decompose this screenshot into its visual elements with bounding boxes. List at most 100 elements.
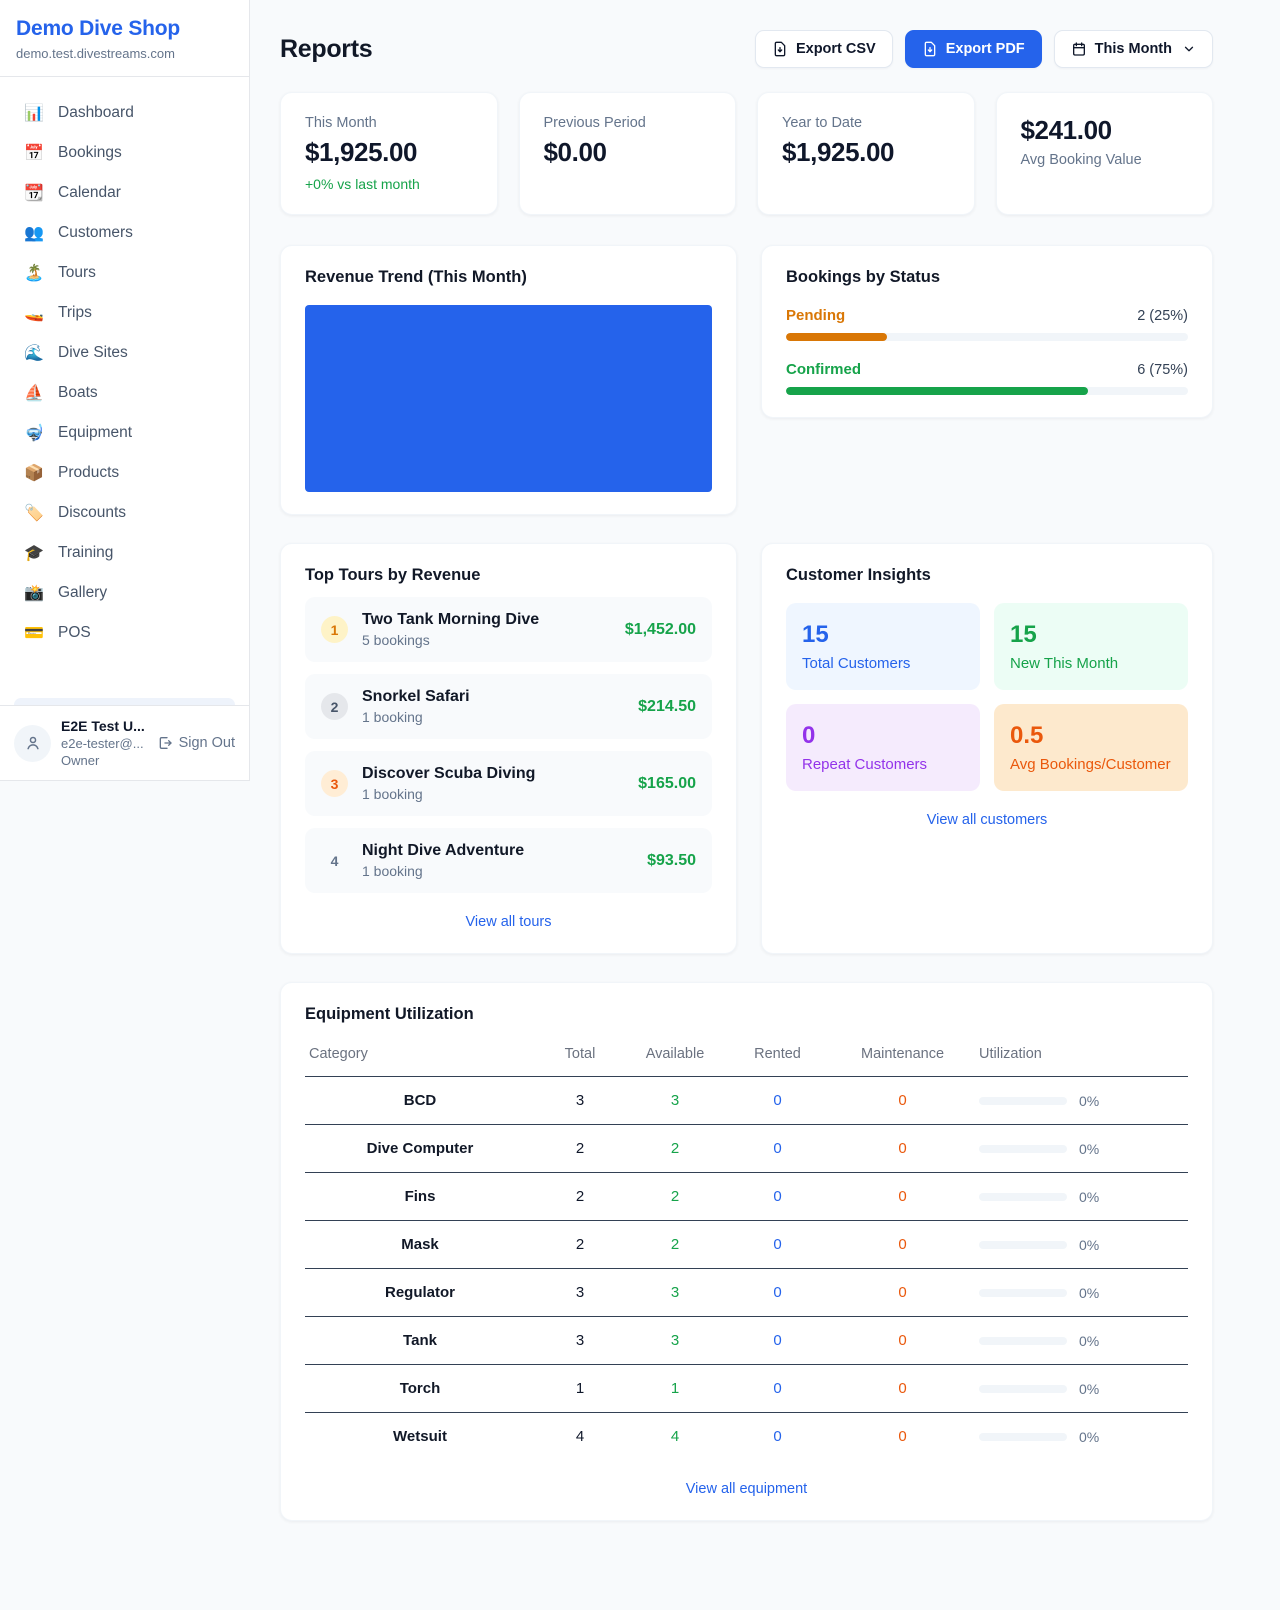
person-icon xyxy=(26,736,39,750)
tour-revenue: $93.50 xyxy=(647,851,696,869)
equipment-utilization-card: Equipment Utilization Category Total Ava… xyxy=(280,982,1213,1521)
sidebar-item-calendar[interactable]: 📆 Calendar xyxy=(10,173,239,213)
stat-value: $1,925.00 xyxy=(305,137,418,167)
status-group-pending: Pending 2 (25%) xyxy=(786,307,1188,341)
cell-total: 3 xyxy=(535,1316,625,1365)
sidebar-item-trips[interactable]: 🚤 Trips xyxy=(10,293,239,333)
tour-name: Discover Scuba Diving xyxy=(362,765,536,782)
cell-rented: 0 xyxy=(725,1268,830,1317)
utilization-bar-track xyxy=(979,1192,1067,1201)
customer-insights-card: Customer Insights 15 Total Customers 15 … xyxy=(761,543,1213,954)
cell-category: Regulator xyxy=(305,1268,535,1317)
sidebar-item-dive-sites[interactable]: 🌊 Dive Sites xyxy=(10,333,239,373)
shop-domain: demo.test.divestreams.com xyxy=(16,46,175,61)
view-all-tours-link[interactable]: View all tours xyxy=(465,914,552,930)
cell-available: 2 xyxy=(625,1172,725,1221)
sidebar-item-products[interactable]: 📦 Products xyxy=(10,453,239,493)
tile-value: 0 xyxy=(802,722,816,749)
period-select[interactable]: This Month xyxy=(1053,30,1213,68)
tour-bookings: 1 booking xyxy=(362,786,423,802)
cell-rented: 0 xyxy=(725,1316,830,1365)
list-item[interactable]: 2 Snorkel Safari 1 booking $214.50 xyxy=(305,674,712,739)
stat-label: Avg Booking Value xyxy=(1020,152,1142,168)
bookings-by-status-title: Bookings by Status xyxy=(786,268,941,286)
cell-maintenance: 0 xyxy=(830,1220,975,1269)
shop-name: Demo Dive Shop xyxy=(16,17,181,40)
export-pdf-button[interactable]: Export PDF xyxy=(904,30,1042,68)
cell-category: BCD xyxy=(305,1076,535,1125)
sidebar-item-training[interactable]: 🎓 Training xyxy=(10,533,239,573)
cell-available: 4 xyxy=(670,1428,680,1445)
tile-label: Repeat Customers xyxy=(802,756,928,773)
utilization-percent: 0% xyxy=(1079,1332,1100,1349)
tile-label: Total Customers xyxy=(802,655,911,672)
cell-rented: 0 xyxy=(725,1172,830,1221)
column-header-category: Category xyxy=(305,1038,535,1077)
list-item[interactable]: 4 Night Dive Adventure 1 booking $93.50 xyxy=(305,828,712,893)
revenue-trend-title: Revenue Trend (This Month) xyxy=(305,268,527,286)
sidebar-item-label: Calendar xyxy=(58,184,121,201)
export-csv-button[interactable]: Export CSV xyxy=(754,30,893,68)
utilization-bar-track xyxy=(979,1240,1067,1249)
list-item[interactable]: 1 Two Tank Morning Dive 5 bookings $1,45… xyxy=(305,597,712,662)
sidebar-item-customers[interactable]: 👥 Customers xyxy=(10,213,239,253)
sign-out-label: Sign Out xyxy=(178,735,235,751)
sidebar-item-pos[interactable]: 💳 POS xyxy=(10,613,239,653)
view-all-customers-link[interactable]: View all customers xyxy=(926,812,1048,828)
cell-available: 3 xyxy=(625,1316,725,1365)
view-all-equipment-link[interactable]: View all equipment xyxy=(685,1481,808,1497)
tile-value: 15 xyxy=(1010,621,1037,648)
rank-badge: 3 xyxy=(321,770,348,797)
column-header-total: Total xyxy=(535,1038,625,1077)
tour-name: Two Tank Morning Dive xyxy=(362,611,540,628)
table-row: Fins 2 2 0 0 0% xyxy=(305,1172,1188,1221)
cell-maintenance: 0 xyxy=(830,1316,975,1365)
sidebar-item-dashboard[interactable]: 📊 Dashboard xyxy=(10,93,239,133)
tour-bookings: 1 booking xyxy=(362,709,423,725)
package-icon: 📦 xyxy=(24,465,44,482)
stat-label: This Month xyxy=(305,115,377,131)
sidebar-item-bookings[interactable]: 📅 Bookings xyxy=(10,133,239,173)
stat-label: Year to Date xyxy=(782,115,863,131)
sidebar-item-equipment[interactable]: 🤿 Equipment xyxy=(10,413,239,453)
cell-maintenance: 0 xyxy=(830,1124,975,1173)
utilization-percent: 0% xyxy=(1079,1428,1100,1445)
table-row: Regulator 3 3 0 0 0% xyxy=(305,1268,1188,1317)
list-item[interactable]: 3 Discover Scuba Diving 1 booking $165.0… xyxy=(305,751,712,816)
sidebar-item-label: Dashboard xyxy=(58,104,134,121)
tour-revenue: $214.50 xyxy=(638,697,696,715)
column-header-maintenance: Maintenance xyxy=(830,1038,975,1077)
status-label: Pending xyxy=(786,307,846,324)
sidebar-item-tours[interactable]: 🏝️ Tours xyxy=(10,253,239,293)
status-bar-track xyxy=(786,333,1188,341)
insights-row: Top Tours by Revenue 1 Two Tank Morning … xyxy=(280,543,1213,954)
equipment-table: Category Total Available Rented Maintena… xyxy=(305,1038,1188,1460)
cell-maintenance: 0 xyxy=(830,1172,975,1221)
rank-badge: 2 xyxy=(321,693,348,720)
tile-value: 15 xyxy=(802,621,829,648)
sign-out-button[interactable]: Sign Out xyxy=(157,735,235,751)
sidebar-item-discounts[interactable]: 🏷️ Discounts xyxy=(10,493,239,533)
table-row: Wetsuit 4 4 0 0 0% xyxy=(305,1413,1188,1461)
utilization-bar-track xyxy=(979,1384,1067,1393)
cell-rented: 0 xyxy=(725,1220,830,1269)
sidebar-item-label: Tours xyxy=(58,264,96,281)
table-row: Torch 1 1 0 0 0% xyxy=(305,1364,1188,1413)
diving-mask-icon: 🤿 xyxy=(24,425,44,442)
table-row: Mask 2 2 0 0 0% xyxy=(305,1220,1188,1269)
tile-avg-bookings-per-customer: 0.5 Avg Bookings/Customer xyxy=(994,704,1188,791)
export-csv-label: Export CSV xyxy=(795,41,876,57)
cell-rented: 0 xyxy=(773,1428,782,1445)
table-row: Tank 3 3 0 0 0% xyxy=(305,1316,1188,1365)
top-tours-title: Top Tours by Revenue xyxy=(305,566,481,584)
sidebar-item-boats[interactable]: ⛵ Boats xyxy=(10,373,239,413)
sidebar: Demo Dive Shop demo.test.divestreams.com… xyxy=(0,0,250,781)
tile-new-this-month: 15 New This Month xyxy=(994,603,1188,690)
sidebar-item-reports-active-partial[interactable] xyxy=(14,698,235,705)
cell-total: 2 xyxy=(535,1220,625,1269)
tour-revenue: $1,452.00 xyxy=(624,620,696,638)
sidebar-item-label: Training xyxy=(58,544,114,561)
sidebar-item-gallery[interactable]: 📸 Gallery xyxy=(10,573,239,613)
utilization-percent: 0% xyxy=(1079,1188,1100,1205)
utilization-bar-track xyxy=(979,1144,1067,1153)
